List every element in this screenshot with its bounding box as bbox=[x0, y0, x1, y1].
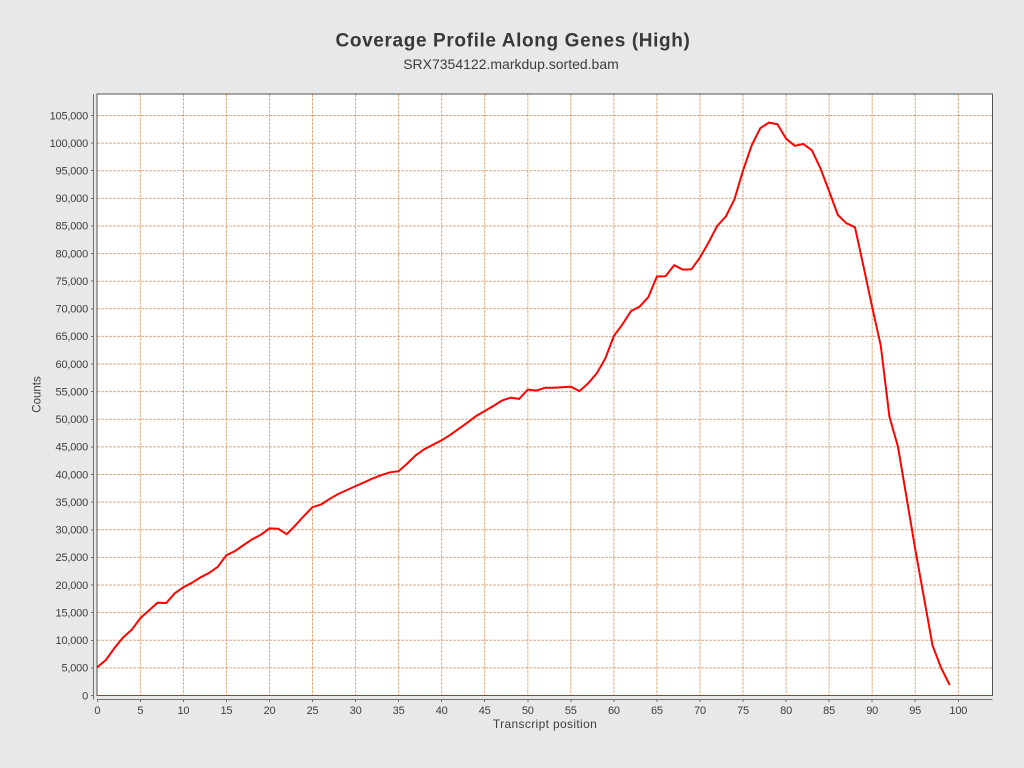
svg-text:60,000: 60,000 bbox=[56, 359, 89, 371]
svg-text:15,000: 15,000 bbox=[56, 607, 89, 619]
svg-text:45,000: 45,000 bbox=[56, 442, 89, 454]
svg-text:35: 35 bbox=[393, 705, 405, 717]
svg-text:50: 50 bbox=[522, 705, 534, 717]
svg-text:20: 20 bbox=[264, 705, 276, 717]
svg-text:65,000: 65,000 bbox=[56, 331, 89, 343]
svg-text:45: 45 bbox=[479, 705, 491, 717]
svg-text:10: 10 bbox=[177, 705, 189, 717]
svg-text:30: 30 bbox=[350, 705, 362, 717]
svg-text:20,000: 20,000 bbox=[56, 580, 89, 592]
svg-text:55,000: 55,000 bbox=[56, 386, 89, 398]
svg-text:Transcript position: Transcript position bbox=[493, 717, 597, 731]
svg-text:80,000: 80,000 bbox=[56, 248, 89, 260]
svg-text:Coverage Profile Along Genes (: Coverage Profile Along Genes (High) bbox=[336, 31, 691, 52]
svg-text:95: 95 bbox=[909, 705, 921, 717]
svg-text:15: 15 bbox=[220, 705, 232, 717]
svg-text:35,000: 35,000 bbox=[56, 497, 89, 509]
svg-text:5: 5 bbox=[137, 705, 143, 717]
svg-text:40,000: 40,000 bbox=[56, 469, 89, 481]
svg-text:85: 85 bbox=[823, 705, 835, 717]
svg-text:5,000: 5,000 bbox=[61, 663, 88, 675]
svg-text:100,000: 100,000 bbox=[50, 138, 88, 150]
svg-text:25,000: 25,000 bbox=[56, 552, 89, 564]
svg-text:Counts: Counts bbox=[31, 376, 43, 413]
svg-text:70: 70 bbox=[694, 705, 706, 717]
svg-text:SRX7354122.markdup.sorted.bam: SRX7354122.markdup.sorted.bam bbox=[403, 56, 619, 72]
svg-text:30,000: 30,000 bbox=[56, 525, 89, 537]
svg-text:0: 0 bbox=[94, 705, 100, 717]
svg-text:60: 60 bbox=[608, 705, 620, 717]
svg-text:70,000: 70,000 bbox=[56, 304, 89, 316]
svg-text:90,000: 90,000 bbox=[56, 193, 89, 205]
svg-text:50,000: 50,000 bbox=[56, 414, 89, 426]
svg-text:40: 40 bbox=[436, 705, 448, 717]
svg-text:0: 0 bbox=[82, 690, 88, 702]
svg-text:25: 25 bbox=[307, 705, 319, 717]
svg-text:95,000: 95,000 bbox=[56, 166, 89, 178]
svg-text:100: 100 bbox=[949, 705, 967, 717]
svg-text:75: 75 bbox=[737, 705, 749, 717]
svg-text:105,000: 105,000 bbox=[50, 110, 88, 122]
svg-text:65: 65 bbox=[651, 705, 663, 717]
svg-text:80: 80 bbox=[780, 705, 792, 717]
svg-text:90: 90 bbox=[866, 705, 878, 717]
svg-text:85,000: 85,000 bbox=[56, 221, 89, 233]
svg-text:10,000: 10,000 bbox=[56, 635, 89, 647]
svg-text:55: 55 bbox=[565, 705, 577, 717]
svg-text:75,000: 75,000 bbox=[56, 276, 89, 288]
